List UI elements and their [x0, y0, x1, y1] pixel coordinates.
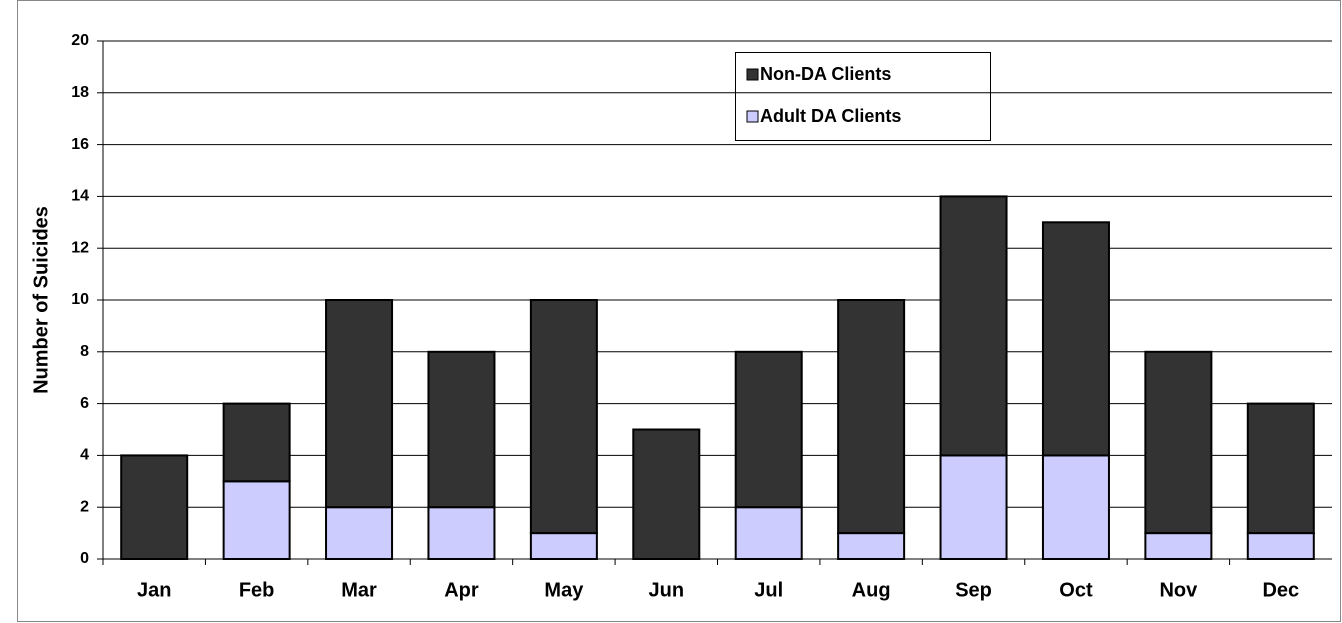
bar-segment: [939, 454, 1008, 560]
x-tick-label: Oct: [1059, 579, 1093, 601]
x-tick-label: Apr: [444, 579, 479, 601]
x-tick-label: Jul: [754, 579, 783, 601]
y-tick-label: 6: [80, 395, 89, 412]
x-tick-label: Nov: [1159, 579, 1198, 601]
bar-segment: [529, 532, 598, 560]
legend-swatch: [746, 68, 759, 81]
bar-segment: [837, 299, 906, 535]
bar-segment: [1041, 454, 1110, 560]
bar-segment: [120, 454, 189, 560]
bar-segment: [427, 350, 496, 509]
bar-segment: [632, 428, 701, 560]
y-tick-label: 4: [80, 447, 89, 464]
bar-segment: [939, 195, 1008, 457]
bar-segment: [1246, 532, 1315, 560]
y-tick-label: 20: [71, 32, 89, 49]
y-axis-label: Number of Suicides: [30, 206, 52, 394]
x-tick-label: May: [544, 579, 584, 601]
bar-segment: [1041, 221, 1110, 457]
bar-segment: [837, 532, 906, 560]
bar-segment: [734, 506, 803, 561]
legend-label: Adult DA Clients: [760, 106, 901, 126]
x-tick-label: Mar: [341, 579, 377, 601]
bar-segment: [1144, 532, 1213, 560]
bar-segment: [222, 402, 291, 483]
y-tick-label: 12: [71, 239, 89, 256]
x-tick-label: Dec: [1262, 579, 1299, 601]
x-tick-label: Aug: [852, 579, 891, 601]
y-tick-label: 8: [80, 343, 89, 360]
y-tick-label: 16: [71, 136, 89, 153]
bar-segment: [325, 506, 394, 561]
bar-segment: [1246, 402, 1315, 535]
bar-segment: [529, 299, 598, 535]
legend: [735, 52, 991, 141]
bar-segment: [1144, 350, 1213, 535]
bar-segment: [325, 299, 394, 509]
legend-swatch: [746, 110, 759, 123]
x-tick-label: Feb: [239, 579, 275, 601]
x-tick-label: Jun: [649, 579, 685, 601]
y-tick-label: 18: [71, 84, 89, 101]
legend-label: Non-DA Clients: [760, 64, 891, 84]
x-tick-label: Sep: [955, 579, 992, 601]
y-tick-label: 2: [80, 498, 89, 515]
y-tick-label: 0: [80, 550, 89, 567]
bar-segment: [427, 506, 496, 561]
y-tick-label: 10: [71, 291, 89, 308]
bar-segment: [222, 480, 291, 560]
x-tick-label: Jan: [137, 579, 171, 601]
y-tick-label: 14: [71, 188, 89, 205]
bar-segment: [734, 350, 803, 509]
